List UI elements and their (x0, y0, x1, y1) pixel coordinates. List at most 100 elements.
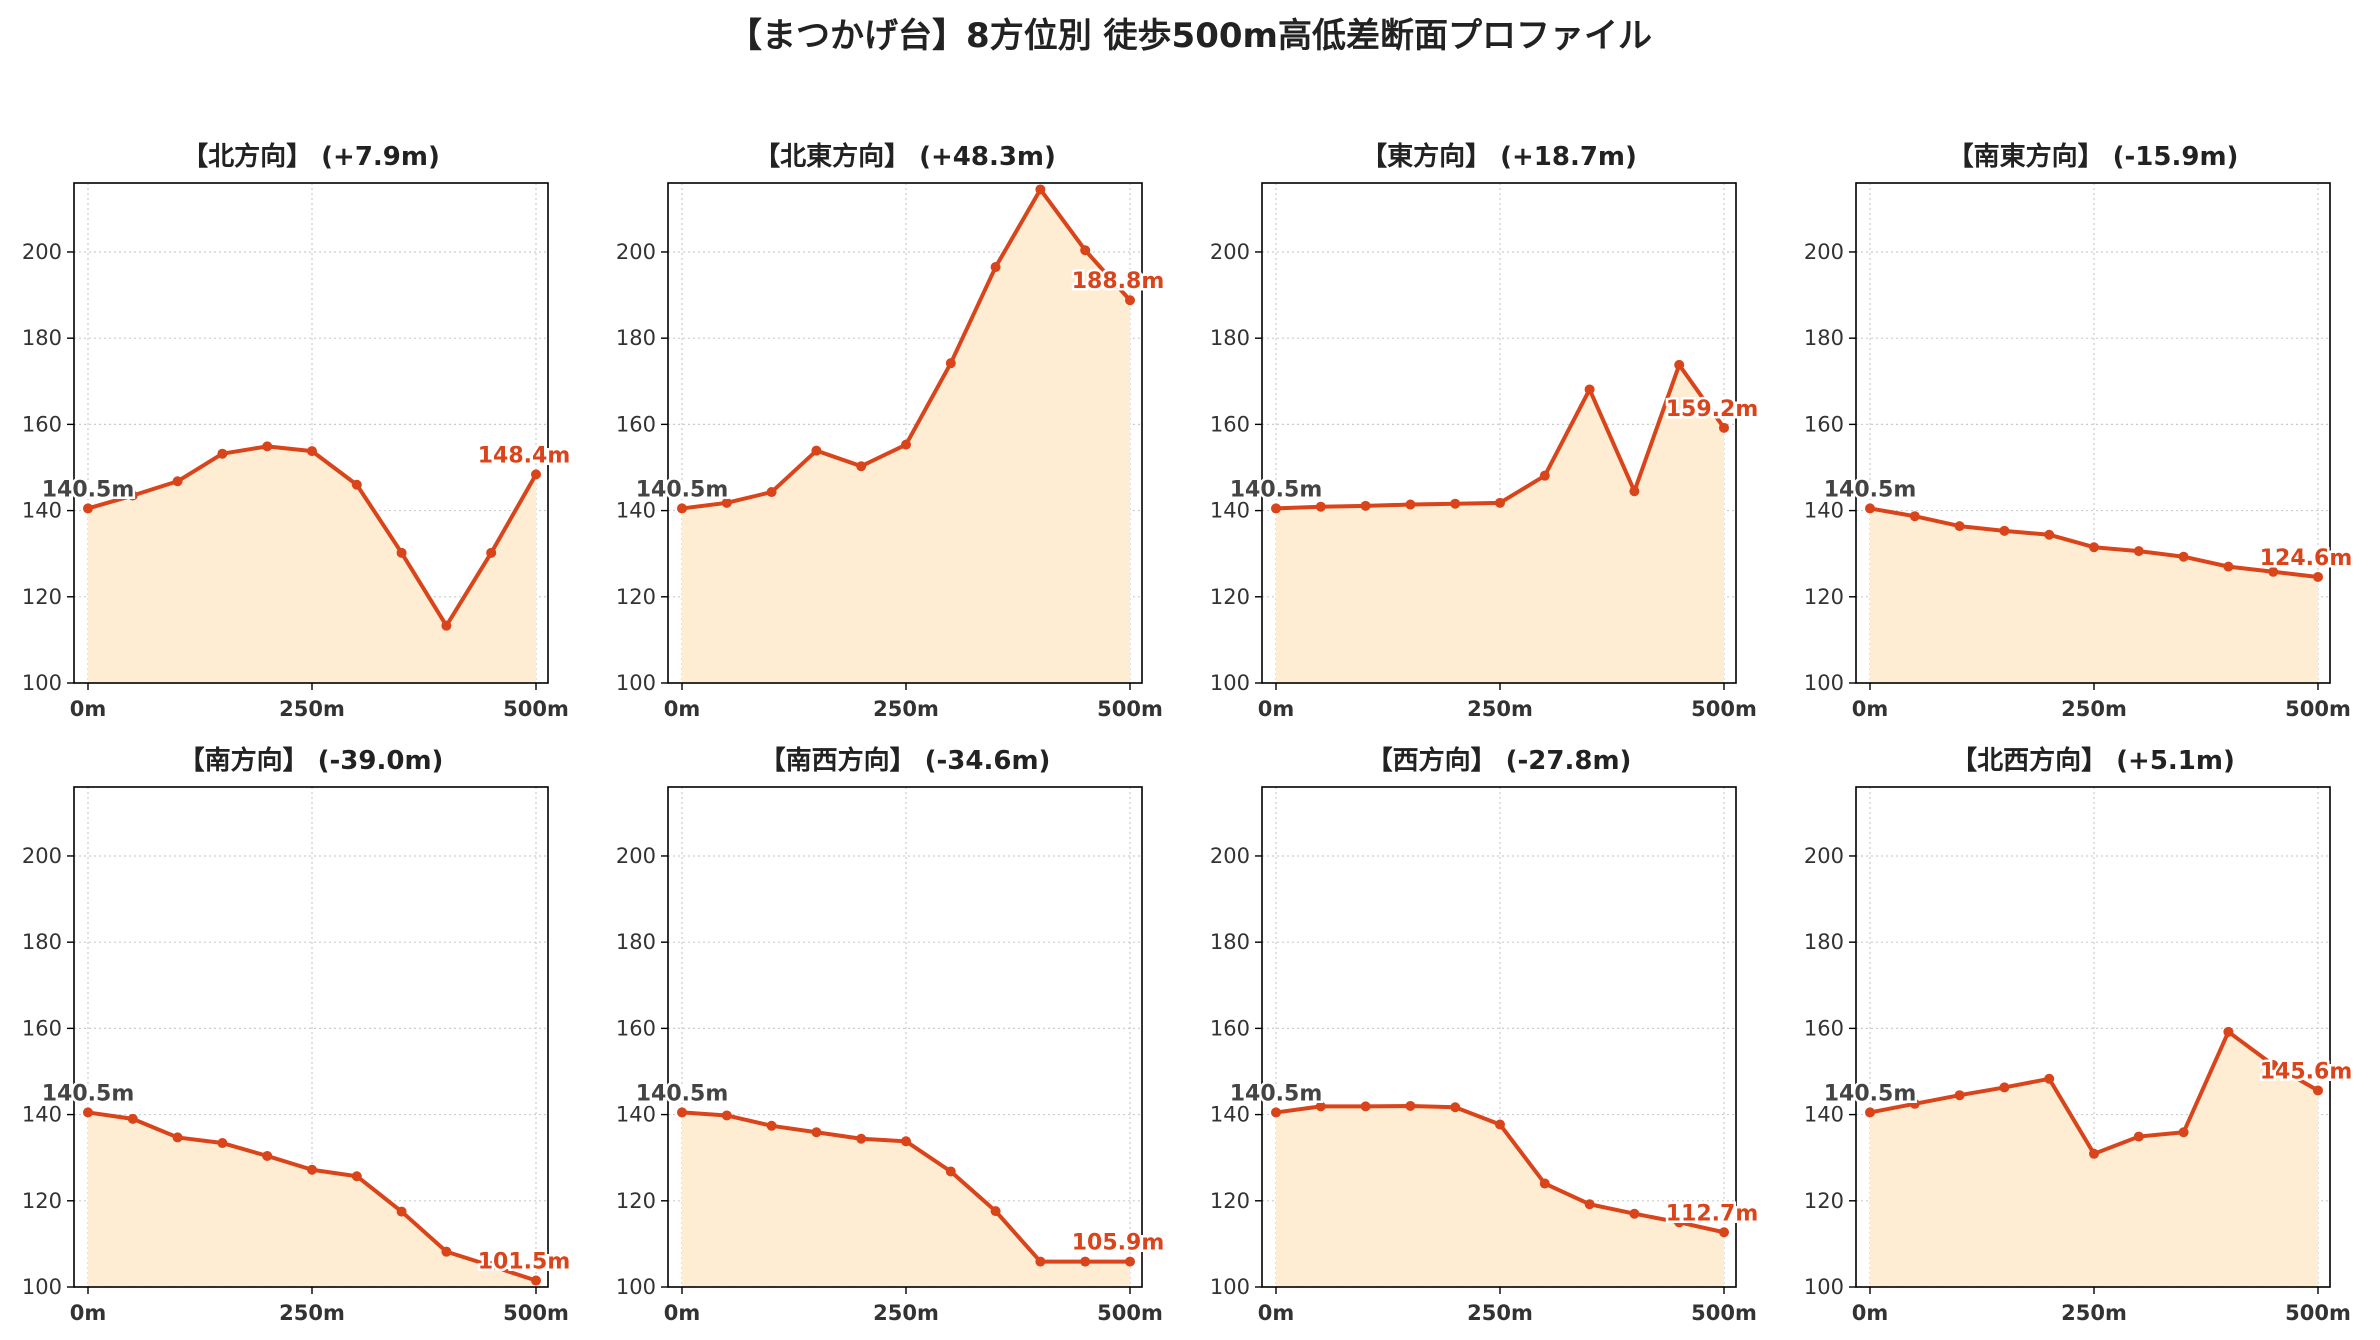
y-tick-label: 120 (22, 1189, 62, 1213)
data-point (307, 1164, 317, 1175)
data-point (2089, 1148, 2099, 1159)
x-tick-label: 0m (70, 1301, 107, 1325)
x-tick-label: 0m (1258, 1301, 1295, 1325)
data-point (1450, 498, 1461, 509)
data-point (1315, 1101, 1326, 1112)
data-point (811, 1127, 822, 1138)
data-point (856, 1133, 867, 1144)
data-point (990, 262, 1001, 273)
x-tick-label: 500m (1691, 1301, 1757, 1325)
data-point (2223, 561, 2234, 572)
data-point (811, 445, 822, 456)
y-tick-label: 100 (1804, 671, 1844, 695)
subplot-7: 【西方向】 (-27.8m) 100 120 140 160 180 200 0m 250m 50… (1210, 745, 1761, 1325)
data-point (1674, 359, 1685, 370)
x-tick-label: 0m (70, 697, 107, 721)
data-point (127, 490, 138, 501)
data-point (2133, 546, 2144, 557)
area-fill (1870, 1031, 2318, 1287)
area-fill (88, 1112, 536, 1287)
x-tick-label: 0m (1852, 1301, 1889, 1325)
data-point (1719, 422, 1729, 433)
subplot-1: 【北方向】 (+7.9m) 100 120 140 160 180 200 0m 250m 500… (22, 141, 573, 721)
y-tick-label: 180 (22, 326, 62, 350)
subplot-title: 【西方向】 (-27.8m) (1367, 745, 1632, 776)
data-point (172, 1132, 183, 1143)
data-point (945, 1166, 956, 1177)
data-point (1495, 497, 1505, 508)
y-tick-label: 140 (22, 499, 62, 523)
subplot-title: 【北方向】 (+7.9m) (182, 141, 440, 172)
data-point (351, 1171, 362, 1182)
data-point (2268, 1060, 2279, 1071)
data-point (1999, 525, 2010, 536)
end-value-label: 105.9m (1072, 1231, 1165, 1256)
data-point (1035, 1256, 1046, 1267)
end-value-label: 159.2m (1666, 397, 1759, 422)
data-point (1450, 1102, 1461, 1113)
y-tick-label: 200 (1210, 844, 1250, 868)
y-tick-label: 200 (1210, 240, 1250, 264)
data-point (1909, 511, 1920, 522)
data-point (172, 476, 183, 487)
y-tick-label: 140 (616, 1103, 656, 1127)
data-point (1719, 1227, 1729, 1238)
data-point (1271, 503, 1281, 514)
data-point (1584, 384, 1595, 395)
y-tick-label: 100 (1210, 671, 1250, 695)
data-point (1539, 1178, 1550, 1189)
x-tick-label: 500m (1097, 697, 1163, 721)
data-point (217, 1138, 228, 1149)
x-tick-label: 0m (1852, 697, 1889, 721)
axes-frame (667, 786, 1143, 1288)
data-point (1125, 1256, 1135, 1267)
y-tick-label: 200 (22, 844, 62, 868)
y-tick-label: 100 (22, 671, 62, 695)
y-tick-label: 200 (22, 240, 62, 264)
start-value-label: 140.5m (42, 477, 135, 502)
data-point (1315, 501, 1326, 512)
data-point (1865, 1107, 1875, 1118)
x-tick-label: 500m (2285, 697, 2351, 721)
x-tick-label: 500m (1691, 697, 1757, 721)
y-tick-label: 160 (616, 412, 656, 436)
axes-frame (73, 786, 549, 1288)
x-tick-label: 250m (873, 1301, 939, 1325)
axes-frame (1261, 786, 1737, 1288)
data-point (2178, 551, 2189, 562)
data-point (351, 479, 362, 490)
data-point (307, 446, 317, 457)
x-tick-label: 250m (1467, 697, 1533, 721)
start-value-label: 140.5m (636, 477, 729, 502)
data-point (1125, 295, 1135, 306)
data-point (990, 1206, 1001, 1217)
data-point (721, 497, 732, 508)
area-fill (88, 446, 536, 683)
x-tick-label: 250m (2061, 1301, 2127, 1325)
data-point (1035, 184, 1046, 195)
subplot-title: 【東方向】 (+18.7m) (1361, 141, 1637, 172)
data-point (1080, 245, 1091, 256)
x-tick-label: 250m (1467, 1301, 1533, 1325)
subplot-title: 【南方向】 (-39.0m) (179, 745, 444, 776)
subplot-6: 【南西方向】 (-34.6m) 100 120 140 160 180 200 0m 250m 5… (616, 745, 1167, 1325)
data-point (396, 1206, 407, 1217)
data-point (901, 1136, 911, 1147)
data-point (1405, 499, 1416, 510)
end-value-label: 148.4m (478, 443, 571, 468)
y-tick-label: 200 (1804, 844, 1844, 868)
data-point (1539, 470, 1550, 481)
data-point (721, 1110, 732, 1121)
start-value-label: 140.5m (1230, 1081, 1323, 1106)
y-tick-label: 120 (616, 585, 656, 609)
y-tick-label: 120 (1804, 585, 1844, 609)
y-tick-label: 160 (22, 412, 62, 436)
x-tick-label: 500m (503, 1301, 569, 1325)
x-tick-label: 500m (2285, 1301, 2351, 1325)
data-point (2044, 1073, 2055, 1084)
data-point (1584, 1199, 1595, 1210)
y-tick-label: 200 (616, 240, 656, 264)
data-point (2178, 1127, 2189, 1138)
data-point (1999, 1082, 2010, 1093)
